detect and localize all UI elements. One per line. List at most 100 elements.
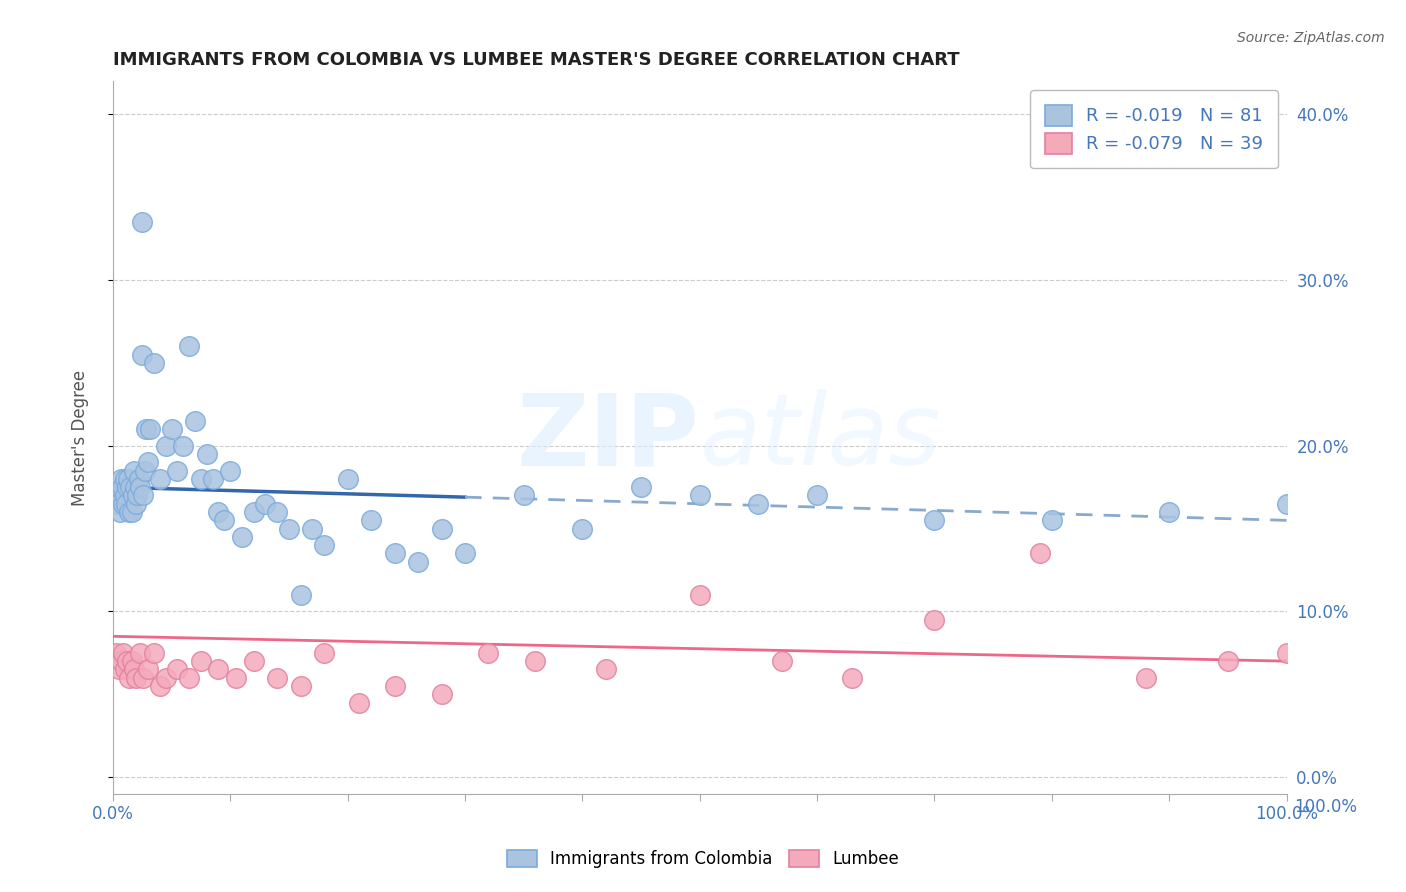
Point xyxy=(142,356,165,370)
Point xyxy=(118,505,141,519)
Point xyxy=(166,662,188,676)
Point xyxy=(524,654,547,668)
Point xyxy=(135,422,157,436)
Point xyxy=(114,488,136,502)
Point xyxy=(301,522,323,536)
Text: IMMIGRANTS FROM COLOMBIA VS LUMBEE MASTER'S DEGREE CORRELATION CHART: IMMIGRANTS FROM COLOMBIA VS LUMBEE MASTE… xyxy=(112,51,959,69)
Point xyxy=(128,480,150,494)
Point xyxy=(149,472,172,486)
Point xyxy=(115,654,138,668)
Point xyxy=(689,588,711,602)
Point xyxy=(118,671,141,685)
Point xyxy=(290,679,312,693)
Point xyxy=(110,472,132,486)
Point xyxy=(139,422,162,436)
Point xyxy=(128,646,150,660)
Point xyxy=(349,696,371,710)
Point xyxy=(131,348,153,362)
Point xyxy=(1135,671,1157,685)
Point xyxy=(242,654,264,668)
Point xyxy=(172,439,194,453)
Point xyxy=(277,522,299,536)
Text: 100.0%: 100.0% xyxy=(1294,798,1357,816)
Point xyxy=(128,472,150,486)
Point xyxy=(207,662,229,676)
Point xyxy=(120,480,142,494)
Point xyxy=(142,646,165,660)
Point xyxy=(219,464,242,478)
Point xyxy=(430,687,453,701)
Point xyxy=(571,522,593,536)
Point xyxy=(314,646,336,660)
Point xyxy=(114,662,136,676)
Point xyxy=(360,513,382,527)
Point xyxy=(314,538,336,552)
Point xyxy=(121,505,143,519)
Point xyxy=(136,455,159,469)
Point xyxy=(121,488,143,502)
Point xyxy=(225,671,247,685)
Point xyxy=(111,480,134,494)
Point xyxy=(155,671,177,685)
Point xyxy=(406,555,429,569)
Point xyxy=(430,522,453,536)
Point xyxy=(132,488,155,502)
Point xyxy=(155,439,177,453)
Point xyxy=(114,497,136,511)
Legend: R = -0.019   N = 81, R = -0.079   N = 39: R = -0.019 N = 81, R = -0.079 N = 39 xyxy=(1031,90,1278,169)
Point xyxy=(512,488,534,502)
Point xyxy=(454,546,477,560)
Point xyxy=(115,480,138,494)
Point xyxy=(1275,497,1298,511)
Point xyxy=(184,414,207,428)
Point xyxy=(841,671,863,685)
Point xyxy=(127,488,149,502)
Point xyxy=(242,505,264,519)
Point xyxy=(1275,646,1298,660)
Point xyxy=(108,505,131,519)
Point xyxy=(924,613,946,627)
Point xyxy=(190,654,212,668)
Point xyxy=(125,671,148,685)
Point xyxy=(207,505,229,519)
Text: atlas: atlas xyxy=(700,389,942,486)
Point xyxy=(122,464,145,478)
Point xyxy=(689,488,711,502)
Point xyxy=(112,497,135,511)
Point xyxy=(112,646,135,660)
Point xyxy=(166,464,188,478)
Point xyxy=(1029,546,1052,560)
Point xyxy=(195,447,218,461)
Point xyxy=(105,488,128,502)
Point xyxy=(124,480,146,494)
Point xyxy=(1040,513,1063,527)
Point xyxy=(105,646,128,660)
Point xyxy=(384,546,406,560)
Point xyxy=(149,679,172,693)
Point xyxy=(924,513,946,527)
Point xyxy=(107,480,129,494)
Point xyxy=(595,662,617,676)
Point xyxy=(134,464,156,478)
Point xyxy=(117,472,139,486)
Y-axis label: Master's Degree: Master's Degree xyxy=(72,369,89,506)
Point xyxy=(179,671,201,685)
Point xyxy=(1159,505,1181,519)
Point xyxy=(132,671,155,685)
Point xyxy=(131,215,153,229)
Point xyxy=(231,530,253,544)
Point xyxy=(125,497,148,511)
Point xyxy=(214,513,236,527)
Point xyxy=(477,646,499,660)
Point xyxy=(107,497,129,511)
Point xyxy=(114,472,136,486)
Point xyxy=(770,654,793,668)
Point xyxy=(336,472,359,486)
Point xyxy=(190,472,212,486)
Point xyxy=(266,505,288,519)
Point xyxy=(384,679,406,693)
Point xyxy=(266,671,288,685)
Point xyxy=(110,654,132,668)
Point xyxy=(747,497,769,511)
Point xyxy=(121,654,143,668)
